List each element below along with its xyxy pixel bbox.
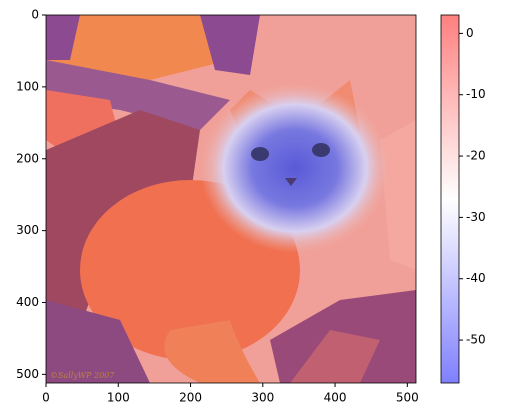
colorbar-tick-label: -30 bbox=[466, 210, 486, 224]
image: ©SallyWP 2007 bbox=[46, 15, 416, 383]
colorbar bbox=[440, 14, 460, 384]
y-tick-label: 0 bbox=[31, 8, 39, 22]
colorbar-tick-label: -50 bbox=[466, 333, 486, 347]
y-tick-label: 300 bbox=[16, 223, 39, 237]
y-tick-label: 100 bbox=[16, 79, 39, 93]
colorbar-tick-label: 0 bbox=[466, 26, 474, 40]
colorbar-tick-label: -20 bbox=[466, 149, 486, 163]
colorbar-tick-label: -40 bbox=[466, 271, 486, 285]
y-tick-label: 500 bbox=[16, 367, 39, 381]
x-tick-label: 200 bbox=[179, 391, 202, 405]
watermark: ©SallyWP 2007 bbox=[50, 371, 115, 380]
x-tick-label: 500 bbox=[396, 391, 419, 405]
axes-frame bbox=[45, 14, 417, 384]
x-tick-label: 400 bbox=[324, 391, 347, 405]
y-tick-label: 200 bbox=[16, 151, 39, 165]
x-tick-label: 0 bbox=[42, 391, 50, 405]
y-tick-label: 400 bbox=[16, 295, 39, 309]
x-tick-label: 300 bbox=[251, 391, 274, 405]
colorbar-tick-label: -10 bbox=[466, 87, 486, 101]
x-tick-label: 100 bbox=[107, 391, 130, 405]
